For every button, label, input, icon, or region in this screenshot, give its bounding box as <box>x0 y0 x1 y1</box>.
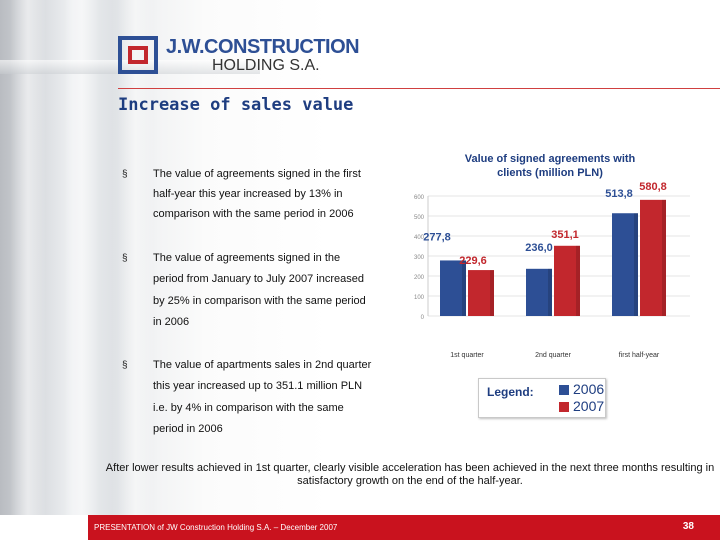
bar-shade <box>490 270 494 316</box>
y-tick-label: 600 <box>414 195 425 201</box>
background-columns <box>0 0 330 515</box>
chart-legend: Legend: 2006 2007 <box>478 378 606 418</box>
bullet-line: period from January to July 2007 increas… <box>153 273 364 285</box>
chart-title: Value of signed agreements with clients … <box>430 152 670 180</box>
logo-mark-icon <box>118 36 158 74</box>
y-tick-label: 0 <box>421 315 425 321</box>
bar-2006-0 <box>440 260 466 316</box>
chart-title-line: Value of signed agreements with <box>464 153 636 165</box>
bullet-marker-icon: § <box>122 360 128 371</box>
y-tick-label: 400 <box>414 235 425 241</box>
logo-subtitle: HOLDING S.A. <box>212 57 320 74</box>
column-capital <box>0 60 260 74</box>
data-label: 351,1 <box>551 229 579 241</box>
bar-2007-1 <box>554 245 580 316</box>
column-shade <box>118 0 154 515</box>
bar-2007-0 <box>468 270 494 316</box>
bullet-line: The value of apartments sales in 2nd qua… <box>153 359 372 371</box>
slide-title: Increase of sales value <box>118 95 354 115</box>
y-tick-label: 200 <box>414 275 425 281</box>
bullet-line: this year increased up to 351.1 million … <box>153 380 363 392</box>
bar-shade <box>576 245 580 316</box>
x-category-label: first half-year <box>619 352 660 359</box>
bullet-line: The value of agreements signed in the fi… <box>153 168 361 180</box>
column-shade <box>10 0 46 515</box>
y-tick-label: 500 <box>414 215 425 221</box>
bullet-line: The value of agreements signed in the <box>153 252 341 264</box>
column-shade <box>64 0 100 515</box>
page-number: 38 <box>682 521 694 532</box>
bar-shade <box>548 268 552 316</box>
bar-shade <box>634 213 638 316</box>
footer-caption: PRESENTATION of JW Construction Holding … <box>94 523 338 532</box>
y-tick-label: 100 <box>414 295 425 301</box>
x-category-label: 1st quarter <box>450 352 484 359</box>
bullet-line: half-year this year increased by 13% in <box>153 188 343 200</box>
data-label: 236,0 <box>525 242 553 254</box>
logo-name: J.W.CONSTRUCTION <box>166 36 360 58</box>
bullet-line: in 2006 <box>153 316 190 328</box>
bar-2006-2 <box>612 213 638 316</box>
legend-swatch-2006 <box>559 385 569 395</box>
data-label: 513,8 <box>605 188 633 200</box>
chart-title-line: clients (million PLN) <box>497 167 603 179</box>
bar-shade <box>662 199 666 316</box>
bar-2007-2 <box>640 199 666 316</box>
legend-entry-2007: 2007 <box>573 398 605 414</box>
footer-bar: PRESENTATION of JW Construction Holding … <box>88 515 720 540</box>
bullet-line: period in 2006 <box>153 423 223 435</box>
conclusion-text: After lower results achieved in 1st quar… <box>105 462 715 487</box>
bar-shade <box>462 260 466 316</box>
bar-2006-1 <box>526 268 552 316</box>
data-label: 277,8 <box>423 231 451 243</box>
bullet-line: i.e. by 4% in comparison with the same <box>153 402 344 414</box>
bullet-line: comparison with the same period in 2006 <box>153 208 354 220</box>
bullet-line: by 25% in comparison with the same perio… <box>153 295 366 307</box>
company-logo: J.W.CONSTRUCTION HOLDING S.A. <box>118 36 398 80</box>
bullet-marker-icon: § <box>122 253 128 264</box>
y-tick-label: 300 <box>414 255 425 261</box>
legend-title: Legend: <box>487 385 534 399</box>
x-category-label: 2nd quarter <box>535 352 571 359</box>
legend-entry-2006: 2006 <box>573 381 605 397</box>
header-divider <box>118 88 720 89</box>
data-label: 229,6 <box>459 255 487 267</box>
legend-swatch-2007 <box>559 402 569 412</box>
bar-chart: 0 100 200 300 400 500 600 277,8 229,6 1st quarter… <box>414 181 690 359</box>
data-label: 580,8 <box>639 181 667 193</box>
bullet-marker-icon: § <box>122 169 128 180</box>
